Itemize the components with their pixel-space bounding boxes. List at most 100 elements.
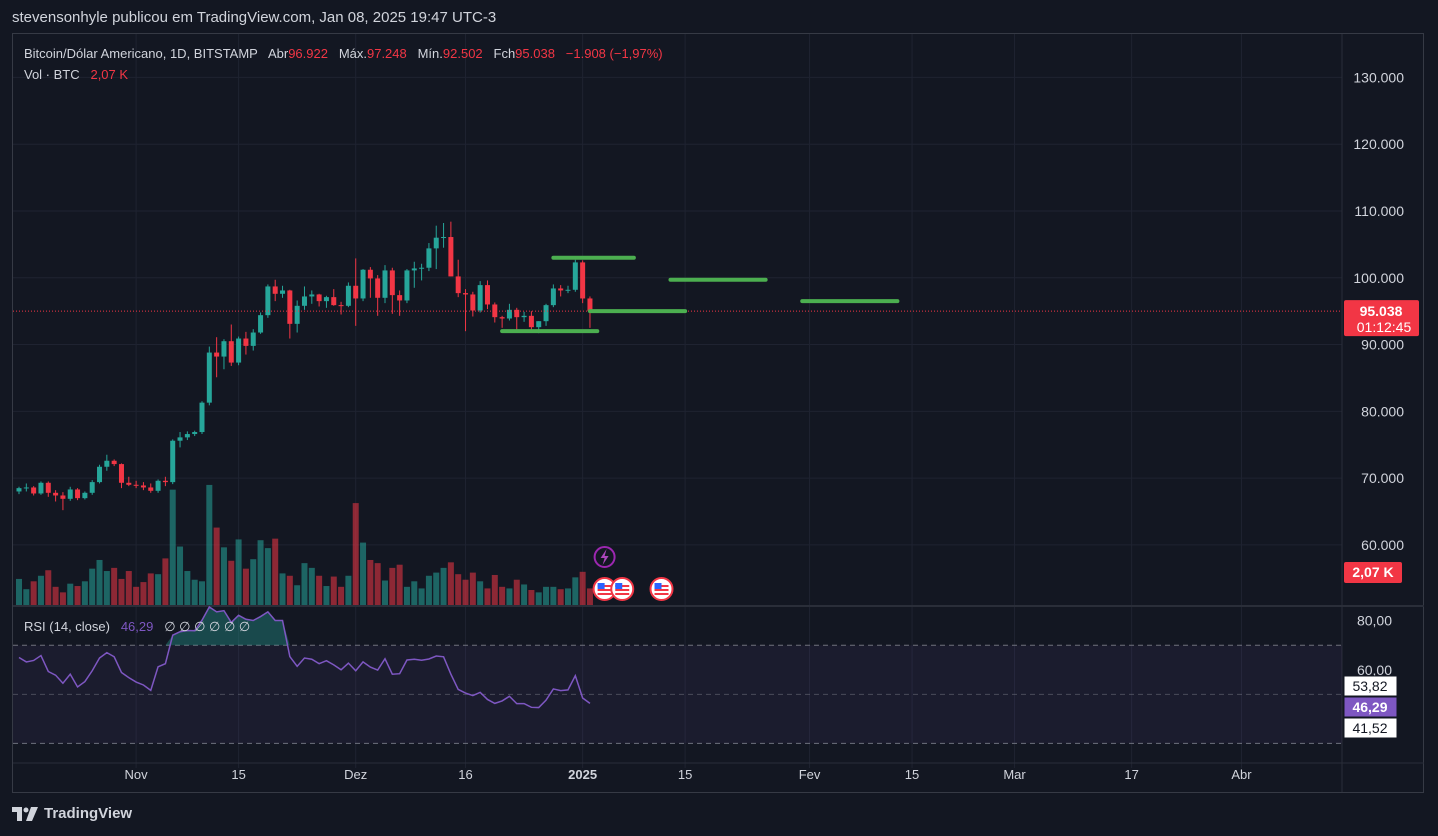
rsi-tick-label: 60,00 xyxy=(1357,662,1392,678)
rsi-extras: ∅ ∅ ∅ ∅ ∅ ∅ xyxy=(164,619,251,634)
volume-bar xyxy=(316,575,323,605)
candle-body xyxy=(331,297,337,306)
candle-body xyxy=(23,487,29,489)
candle-body xyxy=(89,482,95,493)
candle-body xyxy=(536,321,542,328)
candle-body xyxy=(360,269,366,299)
candle-body xyxy=(111,460,117,465)
volume-bar xyxy=(286,575,293,605)
volume-bar xyxy=(360,542,367,605)
volume-value: 2,07 K xyxy=(90,67,129,82)
volume-bar xyxy=(294,585,301,605)
volume-bar xyxy=(469,572,476,605)
volume-bar xyxy=(352,503,359,605)
candle-body xyxy=(375,278,381,298)
low-value: 92.502 xyxy=(442,46,483,61)
volume-bar xyxy=(506,588,513,605)
candle-body xyxy=(441,237,447,239)
volume-bar xyxy=(374,563,381,605)
time-tick-label: 2025 xyxy=(568,767,597,782)
volume-bar xyxy=(133,586,140,605)
volume-bar xyxy=(67,583,74,605)
candle-body xyxy=(455,276,461,294)
price-tick-label: 80.000 xyxy=(1361,403,1404,419)
volume-label: Vol · BTC xyxy=(24,67,80,82)
candle-body xyxy=(484,285,490,305)
volume-bar xyxy=(484,588,491,605)
candle-body xyxy=(53,492,59,496)
rsi-badge: 41,52 xyxy=(1343,717,1398,739)
chart-frame[interactable] xyxy=(12,33,1424,793)
rsi-overbought-fill xyxy=(165,606,290,646)
open-label: Abr xyxy=(267,46,289,61)
volume-bar xyxy=(345,575,352,605)
time-tick-label: 15 xyxy=(231,767,245,782)
event-markers xyxy=(592,546,674,601)
volume-bar xyxy=(177,546,184,605)
tradingview-logo-icon xyxy=(12,806,38,821)
candle-body xyxy=(506,309,512,319)
price-tick-label: 110.000 xyxy=(1354,203,1404,219)
candle-body xyxy=(367,269,373,279)
volume-bar xyxy=(199,581,205,605)
volume-bar xyxy=(382,580,388,605)
lightning-glyph xyxy=(600,549,609,565)
volume-bar xyxy=(557,589,564,605)
candle-body xyxy=(272,286,278,294)
flag-stripe xyxy=(654,589,669,591)
volume-bar xyxy=(543,586,550,605)
candle-body xyxy=(397,295,403,301)
volume-bar xyxy=(242,568,249,605)
volume-bar xyxy=(111,567,118,605)
candle-body xyxy=(309,294,315,297)
volume-bar xyxy=(264,548,271,605)
time-tick-label: 16 xyxy=(458,767,472,782)
volume-bar xyxy=(367,559,374,605)
volume-bar xyxy=(45,570,52,605)
volume-bar xyxy=(586,588,593,605)
candle-body xyxy=(184,434,190,438)
candle-body xyxy=(97,466,103,483)
candle-body xyxy=(133,484,139,486)
low-label: Mín. xyxy=(417,46,443,61)
volume-legend[interactable]: Vol · BTC 2,07 K xyxy=(24,67,128,82)
rsi-legend[interactable]: RSI (14, close) 46,29 ∅ ∅ ∅ ∅ ∅ ∅ xyxy=(24,619,250,635)
flag-stripe xyxy=(615,593,630,595)
ohlc-legend: Bitcoin/Dólar Americano, 1D, BITSTAMP Ab… xyxy=(24,46,663,61)
symbol-label[interactable]: Bitcoin/Dólar Americano, 1D, BITSTAMP xyxy=(24,46,258,61)
volume-bar xyxy=(440,567,447,605)
volume-bar xyxy=(96,559,103,605)
rsi-label: RSI (14, close) xyxy=(24,619,110,634)
volume-badge: 2,07 K xyxy=(1344,562,1402,583)
volume-bar xyxy=(162,558,169,605)
volume-bar xyxy=(125,571,132,605)
flag-stripe xyxy=(597,593,612,595)
volume-bar xyxy=(279,573,286,605)
candle-body xyxy=(323,297,329,302)
volume-bar xyxy=(59,592,66,605)
volume-bar xyxy=(147,573,154,605)
volume-badge-bg xyxy=(1344,562,1402,583)
candle-body xyxy=(543,305,549,322)
candle-body xyxy=(419,267,425,269)
volume-bar xyxy=(425,575,432,605)
volume-bar xyxy=(169,489,176,605)
volume-bar xyxy=(565,588,571,605)
change-value: −1.908 (−1,97%) xyxy=(565,46,663,61)
flag-canton xyxy=(615,583,623,589)
rsi-badge: 46,29 xyxy=(1343,696,1398,718)
tradingview-footer[interactable]: TradingView xyxy=(12,805,132,822)
close-label: Fch xyxy=(493,46,516,61)
candle-body xyxy=(170,440,176,483)
us-flag-event-icon-1 xyxy=(592,577,617,601)
candle-body xyxy=(514,309,520,318)
candle-body xyxy=(104,460,110,467)
candle-body xyxy=(148,487,154,491)
volume-bar xyxy=(140,582,147,605)
us-flag-event-icon-2 xyxy=(610,577,635,601)
candle-body xyxy=(162,480,168,483)
time-tick-label: 15 xyxy=(678,767,692,782)
candle-body xyxy=(177,437,183,441)
candle-body xyxy=(258,315,264,333)
